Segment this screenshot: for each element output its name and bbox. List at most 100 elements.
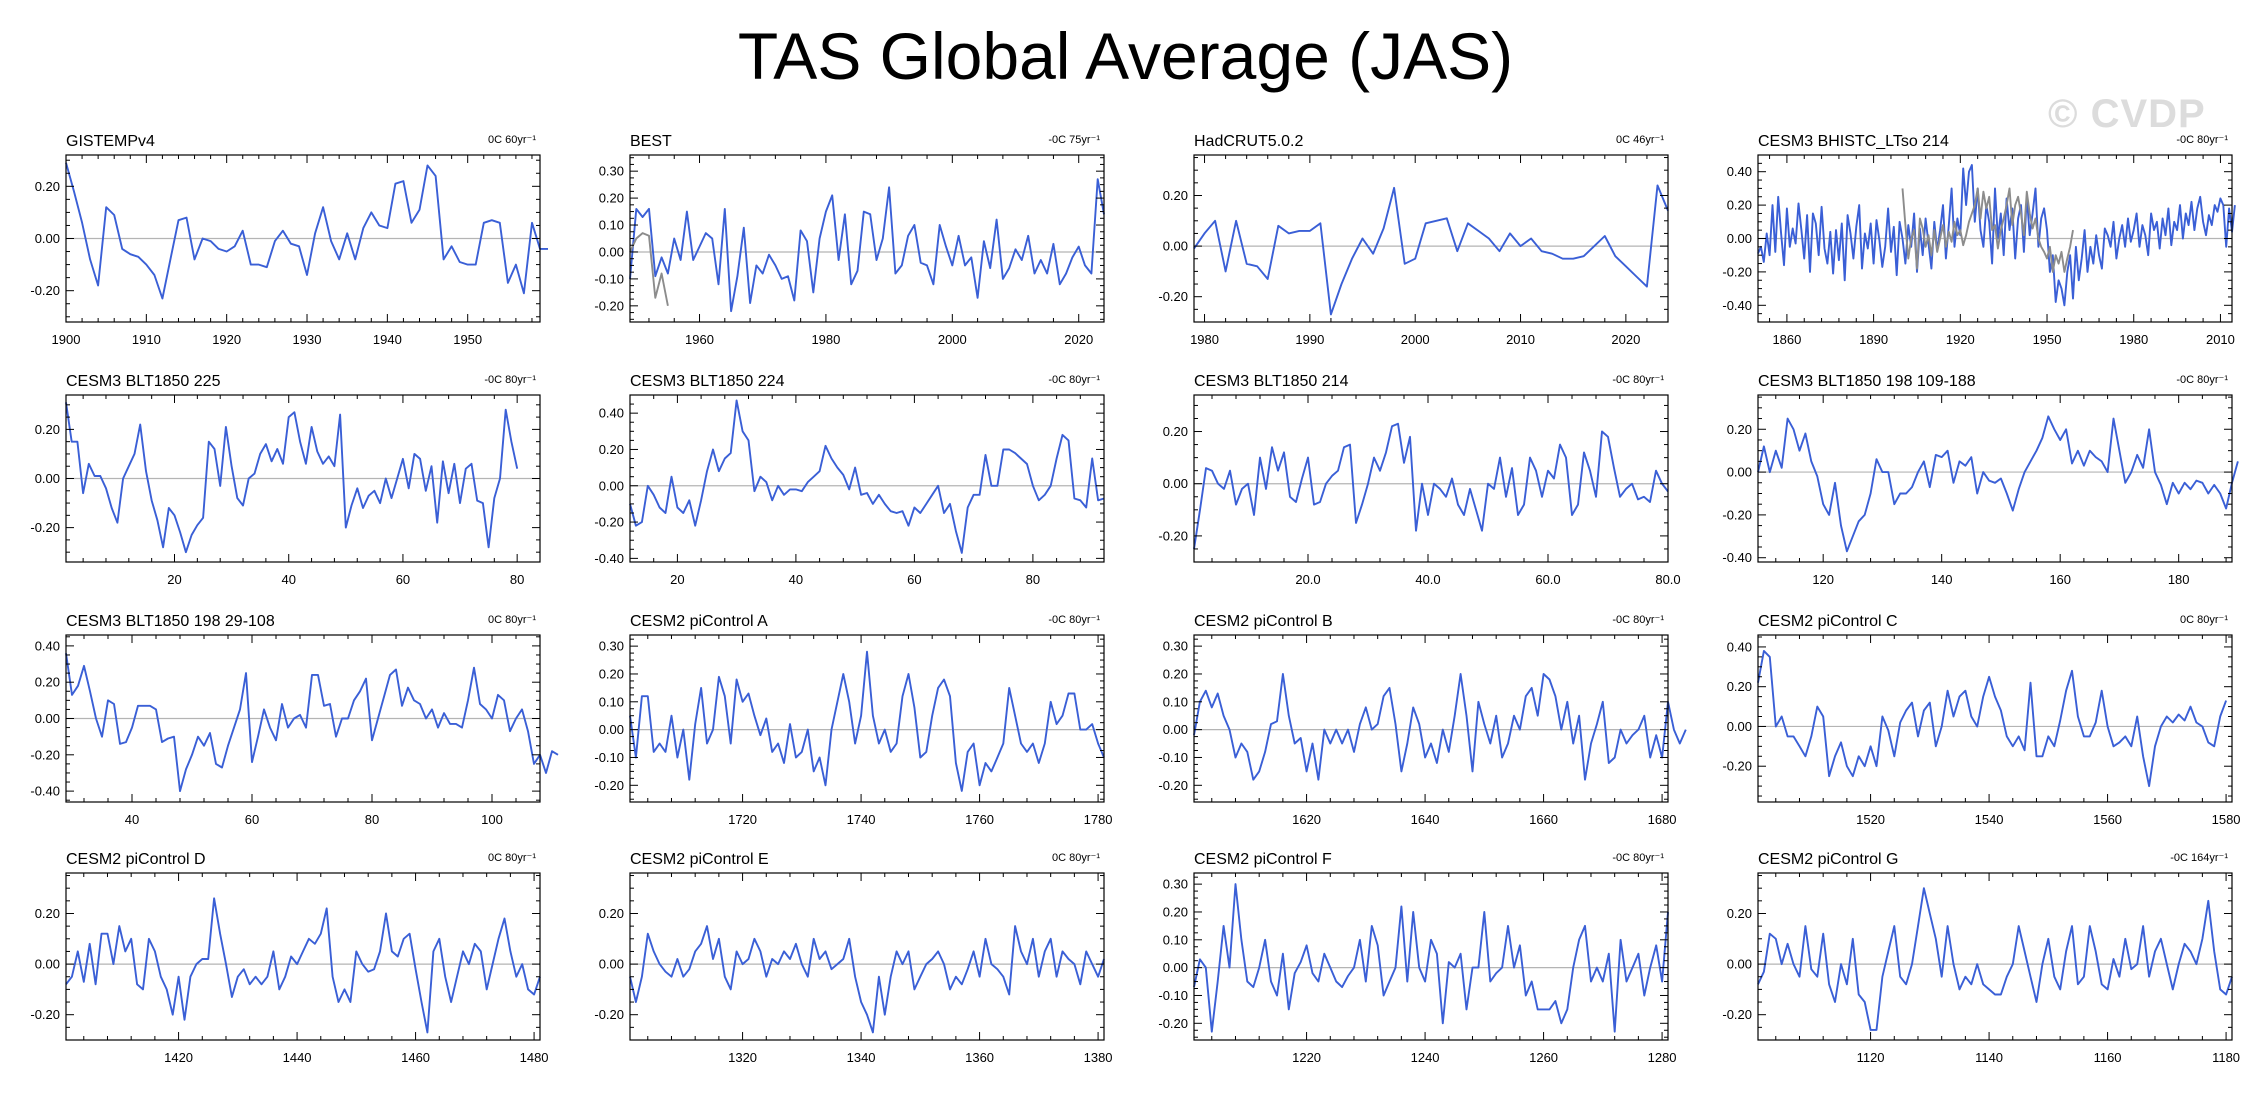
- y-tick-label: -0.20: [30, 1007, 60, 1022]
- x-tick-label: 1860: [1772, 332, 1801, 347]
- panel-13: CESM2 piControl D 0C 80yr⁻¹ -0.20 0.00 0.20 1…: [30, 851, 548, 1065]
- y-tick-label: 0.00: [1163, 476, 1188, 491]
- panel-title: BEST: [630, 133, 672, 150]
- y-tick-label: 0.30: [599, 164, 624, 179]
- series-line: [1757, 649, 2227, 788]
- panel-trend-note: -0C 80yr⁻¹: [2176, 374, 2228, 386]
- x-tick-label: 1990: [1295, 332, 1324, 347]
- y-tick-label: 0.30: [1163, 639, 1188, 654]
- x-tick-label: 2010: [2206, 332, 2235, 347]
- y-tick-label: -0.20: [30, 747, 60, 762]
- x-tick-label: 1140: [1975, 1050, 2003, 1065]
- plot-frame: [1757, 394, 2233, 563]
- y-tick-label: 0.20: [599, 191, 624, 206]
- x-tick-label: 180: [2168, 572, 2190, 587]
- y-tick-label: 0.00: [35, 711, 60, 726]
- panel-trend-note: -0C 80yr⁻¹: [484, 374, 536, 386]
- panel-title: CESM3 BLT1850 198 109-188: [1758, 373, 1976, 390]
- x-tick-label: 2000: [1401, 332, 1430, 347]
- y-tick-label: -0.20: [1722, 507, 1752, 522]
- y-tick-label: -0.20: [1158, 1016, 1188, 1031]
- y-tick-label: -0.40: [30, 784, 60, 799]
- observation-overlay-line: [1901, 187, 2074, 273]
- panel-14: CESM2 piControl E 0C 80yr⁻¹ -0.20 0.00 0.20 1…: [594, 851, 1112, 1065]
- panel-15: CESM2 piControl F -0C 80yr⁻¹ -0.20 -0.10 0.0…: [1158, 851, 1676, 1065]
- y-tick-label: 0.20: [1163, 424, 1188, 439]
- y-tick-label: -0.20: [1722, 264, 1752, 279]
- panel-trend-note: -0C 80yr⁻¹: [1612, 852, 1664, 864]
- series-line: [1193, 184, 1669, 316]
- y-tick-label: 0.00: [599, 478, 624, 493]
- y-tick-label: 0.00: [1727, 465, 1752, 480]
- x-tick-label: 140: [1931, 572, 1953, 587]
- series-line: [629, 399, 1105, 554]
- x-tick-label: 1560: [2093, 812, 2122, 827]
- y-tick-label: 0.20: [1727, 198, 1752, 213]
- panel-trend-note: -0C 80yr⁻¹: [2176, 134, 2228, 146]
- panel-title: CESM3 BLT1850 214: [1194, 373, 1349, 390]
- panel-12: CESM2 piControl C 0C 80yr⁻¹ -0.20 0.00 0.20 0…: [1722, 613, 2240, 827]
- x-tick-label: 120: [1812, 572, 1834, 587]
- cvdp-watermark: © CVDP: [2048, 92, 2206, 136]
- y-tick-label: 0.30: [599, 639, 624, 654]
- y-tick-label: 0.40: [35, 638, 60, 653]
- x-tick-label: 20: [167, 572, 181, 587]
- y-tick-label: 0.00: [1727, 719, 1752, 734]
- series-line: [629, 925, 1105, 1034]
- panel-5: CESM3 BLT1850 225 -0C 80yr⁻¹ -0.20 0.00 0.20…: [30, 373, 541, 587]
- y-tick-label: -0.20: [1158, 778, 1188, 793]
- x-tick-label: 1920: [212, 332, 241, 347]
- x-tick-label: 1340: [847, 1050, 876, 1065]
- x-tick-label: 20.0: [1295, 572, 1320, 587]
- x-tick-label: 1260: [1529, 1050, 1558, 1065]
- series-line: [1757, 887, 2233, 1031]
- y-tick-label: -0.20: [1722, 1007, 1752, 1022]
- panel-8: CESM3 BLT1850 198 109-188 -0C 80yr⁻¹ -0.40…: [1722, 373, 2239, 587]
- panel-16: CESM2 piControl G -0C 164yr⁻¹ -0.20 0.00 0.2…: [1722, 851, 2240, 1065]
- y-tick-label: 0.30: [1163, 877, 1188, 892]
- panel-7: CESM3 BLT1850 214 -0C 80yr⁻¹ -0.20 0.00 0.20…: [1158, 373, 1680, 587]
- panel-title: CESM3 BLT1850 225: [66, 373, 221, 390]
- x-tick-label: 1960: [685, 332, 714, 347]
- y-tick-label: 0.20: [35, 179, 60, 194]
- panel-trend-note: -0C 80yr⁻¹: [1612, 374, 1664, 386]
- y-tick-label: -0.20: [30, 520, 60, 535]
- panel-title: CESM2 piControl C: [1758, 613, 1898, 630]
- y-tick-label: 0.20: [35, 906, 60, 921]
- x-tick-label: 1120: [1857, 1050, 1885, 1065]
- y-tick-label: 0.20: [599, 442, 624, 457]
- y-tick-label: 0.10: [599, 218, 624, 233]
- y-tick-label: 0.00: [599, 957, 624, 972]
- panel-title: HadCRUT5.0.2: [1194, 133, 1303, 150]
- x-tick-label: 40: [281, 572, 295, 587]
- panel-10: CESM2 piControl A -0C 80yr⁻¹ -0.20 -0.10 0.0…: [594, 613, 1112, 827]
- x-tick-label: 40: [789, 572, 803, 587]
- x-tick-label: 160: [2049, 572, 2071, 587]
- panel-2: BEST -0C 75yr⁻¹ -0.20 -0.10 0.00 0.10 0.20 0.30…: [594, 133, 1105, 347]
- y-tick-label: -0.20: [594, 778, 624, 793]
- x-tick-label: 1640: [1411, 812, 1440, 827]
- x-tick-label: 1950: [453, 332, 482, 347]
- panel-9: CESM3 BLT1850 198 29-108 0C 80yr⁻¹ -0.40 -0…: [30, 613, 559, 827]
- plot-frame: [629, 872, 1105, 1041]
- panel-trend-note: -0C 80yr⁻¹: [1612, 614, 1664, 626]
- plot-frame: [629, 394, 1105, 563]
- y-tick-label: -0.20: [594, 1007, 624, 1022]
- panel-trend-note: 0C 46yr⁻¹: [1616, 134, 1664, 146]
- x-tick-label: 80.0: [1655, 572, 1680, 587]
- y-tick-label: 0.00: [599, 244, 624, 259]
- series-line: [65, 162, 548, 300]
- x-tick-label: 1660: [1529, 812, 1558, 827]
- y-tick-label: 0.20: [35, 675, 60, 690]
- y-tick-label: -0.20: [30, 283, 60, 298]
- panel-trend-note: -0C 80yr⁻¹: [1048, 374, 1100, 386]
- y-tick-label: -0.20: [594, 515, 624, 530]
- panel-title: CESM3 BHISTC_LTso 214: [1758, 133, 1949, 150]
- y-tick-label: 0.00: [1727, 231, 1752, 246]
- x-tick-label: 2000: [938, 332, 967, 347]
- series-line: [629, 178, 1105, 313]
- panel-title: CESM2 piControl A: [630, 613, 768, 630]
- x-tick-label: 60.0: [1535, 572, 1560, 587]
- x-tick-label: 1740: [847, 812, 876, 827]
- x-tick-label: 1980: [811, 332, 840, 347]
